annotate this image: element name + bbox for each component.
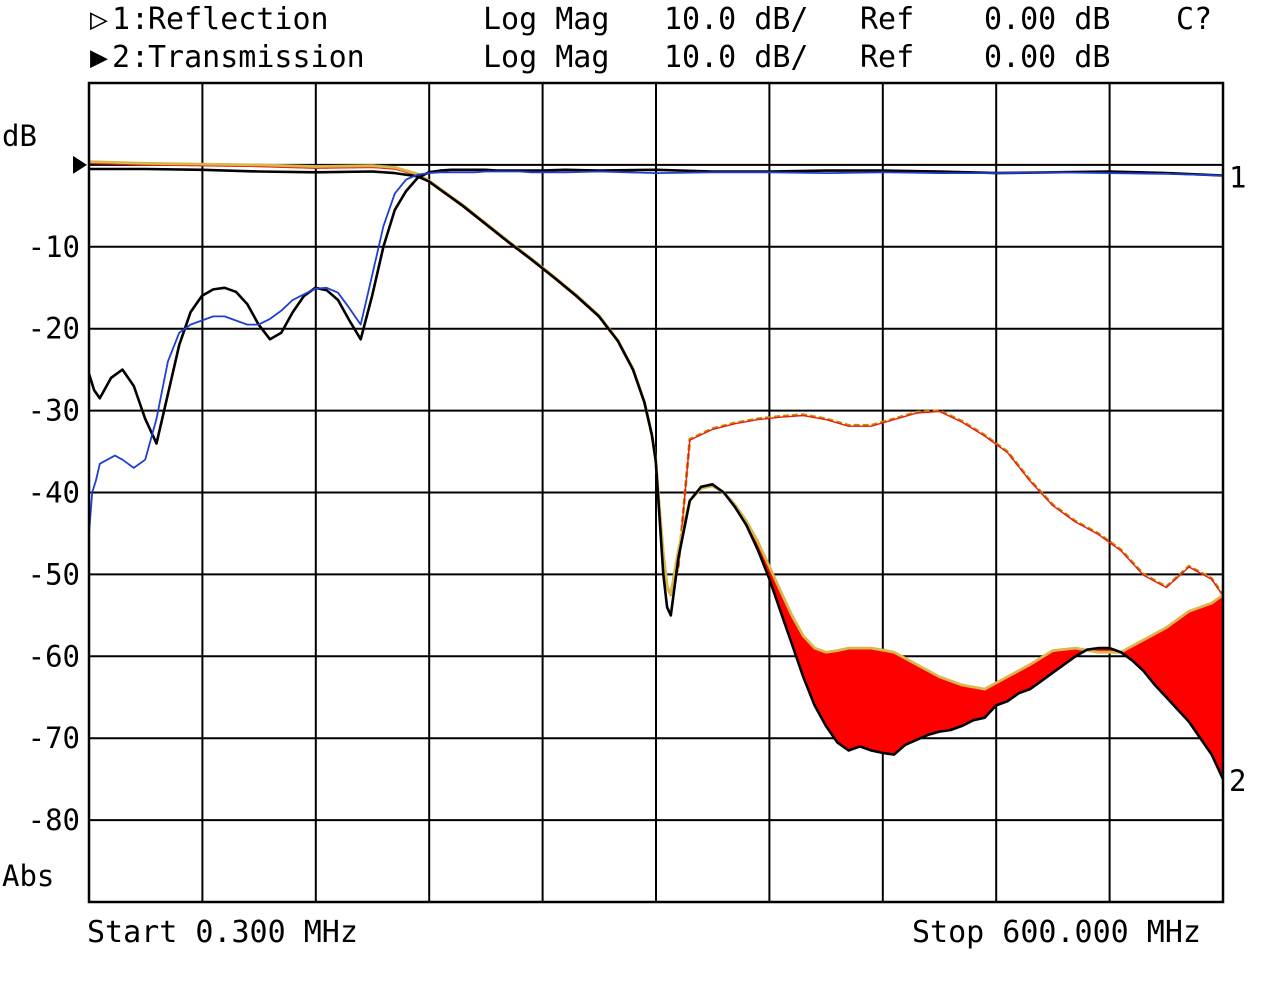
channel-header: ▷ 1 : Reflection Log Mag 10.0 dB/ Ref 0.…: [90, 2, 1212, 75]
channel-1-header: ▷ 1 : Reflection Log Mag 10.0 dB/ Ref 0.…: [90, 2, 1212, 37]
stop-frequency-label: Stop 600.000 MHz: [912, 915, 1201, 950]
channel-1-format: Log Mag: [483, 2, 609, 37]
channel-1-id: 1: [112, 2, 130, 37]
y-axis-abs-label: Abs: [2, 859, 54, 893]
trace-markers: 12: [73, 155, 1246, 798]
plot-frame: [87, 81, 1225, 904]
y-tick-label: -50: [28, 557, 80, 591]
y-tick-label: -80: [28, 803, 80, 837]
channel-1-scale: 10.0 dB/: [664, 2, 809, 37]
channel-2-format: Log Mag: [483, 40, 609, 75]
channel-1-flag: C?: [1176, 2, 1212, 37]
reference-level-marker: [73, 155, 87, 174]
y-tick-label: -70: [28, 721, 80, 755]
y-tick-label: -10: [28, 230, 80, 264]
channel-2-scale: 10.0 dB/: [664, 40, 809, 75]
channel-2-header: ▶ 2 : Transmission Log Mag 10.0 dB/ Ref …: [90, 40, 1110, 75]
start-frequency-label: Start 0.300 MHz: [87, 915, 358, 950]
channel-2-ref-label: Ref: [860, 40, 914, 75]
channel-2-name: Transmission: [148, 40, 365, 75]
y-tick-label: -40: [28, 476, 80, 510]
channel-1-ref-value: 0.00 dB: [984, 2, 1110, 37]
y-tick-label: -60: [28, 639, 80, 673]
trace-2-difference-fill: [735, 504, 1223, 780]
plot-border: [87, 81, 1225, 904]
trace-r-blue: [88, 170, 1224, 534]
channel-1-colon: :: [131, 2, 149, 37]
channel-2-id: 2: [112, 40, 130, 75]
channel-2-marker: ▶: [90, 40, 108, 75]
trace-lines: [87, 160, 1225, 780]
y-tick-labels: -10 -20 -30 -40 -50 -60 -70 -80: [28, 230, 80, 837]
trace-2-end-label: 2: [1229, 764, 1246, 798]
trace-t2-black: [89, 167, 1225, 780]
y-tick-label: -20: [28, 312, 80, 346]
channel-1-name: Reflection: [148, 2, 329, 37]
y-axis-unit-label: dB: [2, 119, 37, 153]
difference-fill-area: [735, 504, 1223, 780]
channel-1-ref-label: Ref: [860, 2, 914, 37]
y-tick-label: -30: [28, 394, 80, 428]
channel-2-colon: :: [131, 40, 149, 75]
channel-2-ref-value: 0.00 dB: [984, 40, 1110, 75]
channel-1-marker: ▷: [90, 2, 108, 37]
plot-grid: [89, 83, 1223, 902]
trace-1-end-label: 1: [1229, 161, 1246, 195]
